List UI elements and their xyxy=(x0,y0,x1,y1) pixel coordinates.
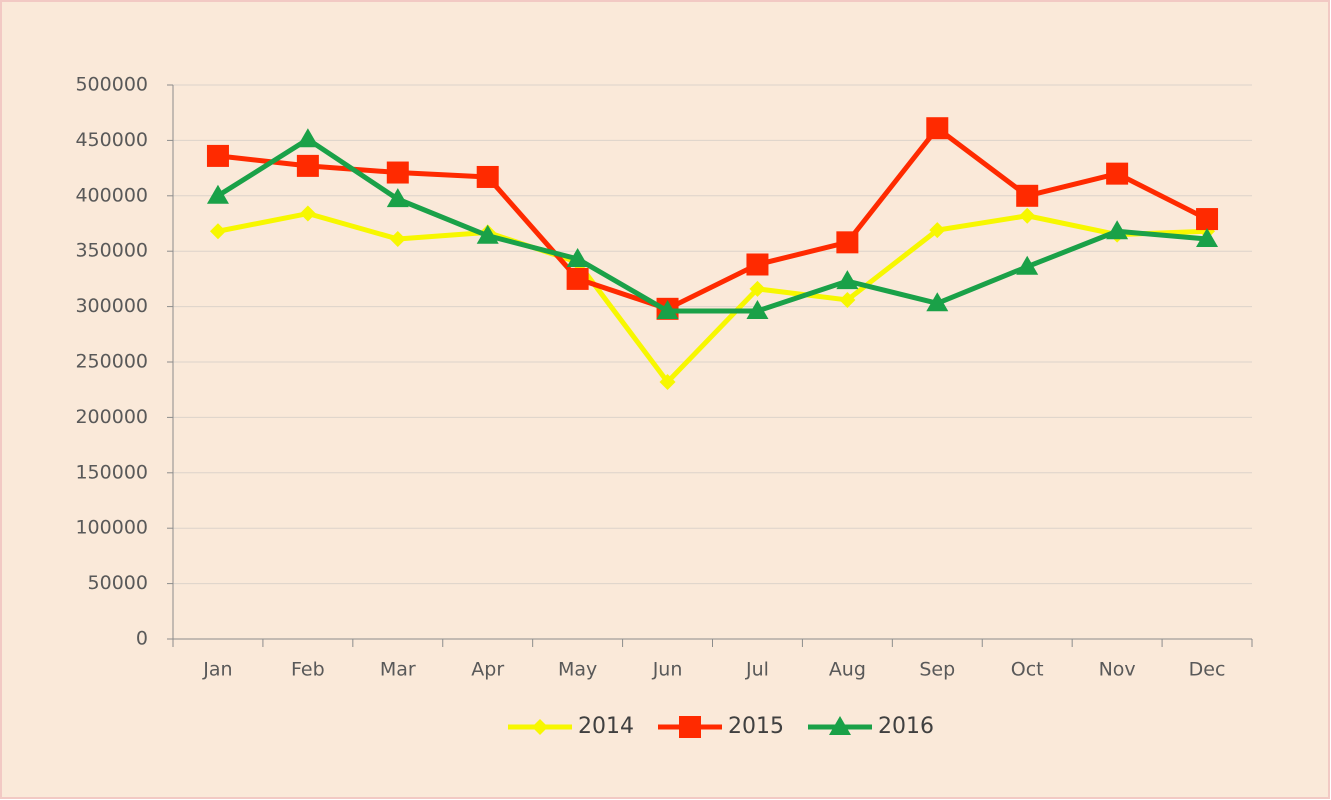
y-tick-label: 500000 xyxy=(75,74,148,96)
y-tick-label: 450000 xyxy=(75,129,148,151)
legend-item: 2014 xyxy=(508,714,634,739)
y-tick-label: 50000 xyxy=(88,572,148,594)
marker xyxy=(296,128,319,148)
marker xyxy=(659,373,676,390)
legend-label: 2014 xyxy=(578,714,634,739)
marker xyxy=(476,224,499,244)
marker xyxy=(209,223,226,240)
y-tick-label: 250000 xyxy=(75,351,148,373)
marker xyxy=(1196,208,1219,231)
marker xyxy=(656,300,679,320)
marker xyxy=(746,253,769,276)
marker xyxy=(206,184,229,204)
marker xyxy=(836,231,859,254)
marker xyxy=(1106,162,1129,185)
y-tick-label: 0 xyxy=(136,628,148,650)
legend-item: 2016 xyxy=(808,714,934,739)
x-tick-label: Aug xyxy=(829,659,866,681)
marker xyxy=(566,247,589,267)
marker xyxy=(839,291,856,308)
marker xyxy=(1196,228,1219,248)
legend-label: 2016 xyxy=(878,714,934,739)
x-tick-label: May xyxy=(558,659,597,681)
y-tick-label: 150000 xyxy=(75,461,148,483)
legend: 2014 2015 2016 xyxy=(508,714,934,739)
x-tick-label: Oct xyxy=(1011,659,1044,681)
y-tick-label: 400000 xyxy=(75,184,148,206)
x-tick-label: Feb xyxy=(291,659,325,681)
marker xyxy=(829,716,851,735)
x-tick-label: Nov xyxy=(1099,659,1136,681)
marker xyxy=(386,188,409,208)
y-tick-label: 300000 xyxy=(75,295,148,317)
marker xyxy=(679,716,701,738)
marker xyxy=(1016,255,1039,275)
x-tick-label: Dec xyxy=(1189,659,1226,681)
x-tick-label: Jun xyxy=(652,659,683,681)
x-tick-label: Sep xyxy=(919,659,955,681)
legend-item: 2015 xyxy=(658,714,784,739)
marker xyxy=(926,292,949,312)
series-line xyxy=(216,136,1208,314)
series-line xyxy=(217,211,1208,385)
x-tick-label: Apr xyxy=(471,659,504,681)
marker xyxy=(926,117,949,140)
marker xyxy=(749,280,766,297)
y-tick-label: 350000 xyxy=(75,240,148,262)
marker xyxy=(386,161,409,184)
marker xyxy=(299,205,316,222)
marker xyxy=(389,231,406,248)
marker xyxy=(1016,184,1039,207)
marker xyxy=(296,154,319,177)
marker xyxy=(206,144,229,167)
x-tick-label: Jan xyxy=(202,659,232,681)
marker xyxy=(929,222,946,239)
y-tick-label: 200000 xyxy=(75,406,148,428)
series-line xyxy=(217,125,1209,312)
y-tick-label: 100000 xyxy=(75,517,148,539)
marker xyxy=(836,270,859,290)
marker xyxy=(1019,207,1036,224)
marker xyxy=(746,300,769,320)
x-tick-label: Mar xyxy=(380,659,416,681)
legend-label: 2015 xyxy=(728,714,784,739)
marker xyxy=(1106,220,1129,240)
marker xyxy=(476,165,499,188)
x-tick-label: Jul xyxy=(745,659,769,681)
marker xyxy=(532,719,548,735)
marker xyxy=(566,267,589,290)
